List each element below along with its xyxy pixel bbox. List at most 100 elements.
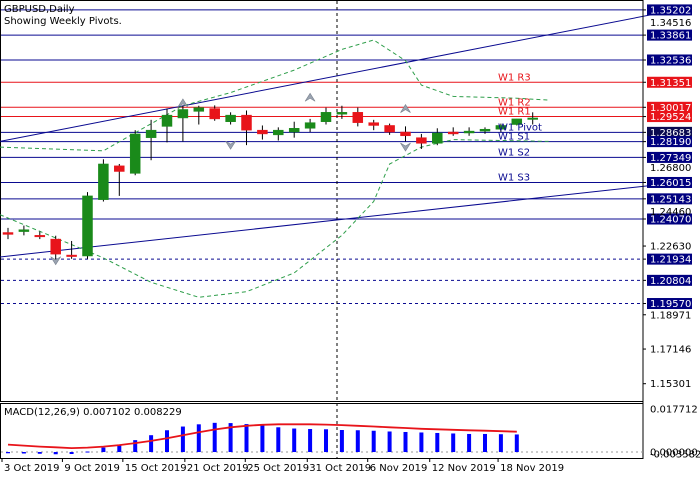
macd-bar <box>435 432 440 453</box>
y-tick-label: 1.27349 <box>650 153 691 164</box>
chart-subtitle: Showing Weekly Pivots. <box>4 16 122 27</box>
candle <box>98 159 109 202</box>
price-tag <box>647 193 692 205</box>
candle <box>527 112 538 125</box>
candle-body <box>527 117 538 120</box>
candle <box>463 127 475 136</box>
candle <box>447 127 459 136</box>
fractal-down-icon <box>400 142 411 152</box>
candle <box>495 123 507 133</box>
y-tick-label: 1.15301 <box>650 379 691 390</box>
price-tag <box>647 101 692 113</box>
main-plot-frame <box>0 0 644 402</box>
y-tick-label: 1.22630 <box>650 242 691 253</box>
candle <box>193 105 205 125</box>
candle-body <box>225 114 236 122</box>
y-tick-label: 1.28190 <box>650 137 691 148</box>
y-tick-label: 1.31351 <box>650 78 691 89</box>
candle-body <box>161 114 173 127</box>
macd-plot-frame <box>0 403 644 459</box>
macd-bar <box>260 425 265 453</box>
macd-bar <box>276 427 281 453</box>
macd-bar <box>133 440 138 453</box>
price-tag <box>647 29 692 41</box>
candle-body <box>495 125 507 130</box>
candle <box>320 107 332 125</box>
pivot-label: W1 R1 <box>498 107 531 118</box>
y-tick-label: 1.30017 <box>650 103 691 114</box>
candle-body <box>66 254 77 257</box>
macd-bar <box>196 424 201 453</box>
y-tick-label: 1.29524 <box>650 112 691 123</box>
y-tick-label-extra: 1.34516 <box>650 18 691 29</box>
candle-body <box>114 165 125 172</box>
price-tag <box>647 298 692 310</box>
macd-bar <box>85 451 90 453</box>
pivot-label: W1 S3 <box>498 172 530 183</box>
macd-bar <box>21 452 26 454</box>
macd-y-tick-label: 0.000000 <box>650 448 698 459</box>
price-tag <box>647 111 692 123</box>
macd-bar <box>292 428 297 453</box>
y-tick-label: 1.33861 <box>650 31 691 42</box>
macd-bar <box>483 433 487 453</box>
candle-body <box>241 114 252 131</box>
y-tick-label: 1.18971 <box>650 310 691 321</box>
candle-body <box>273 129 284 136</box>
price-tag <box>647 151 692 163</box>
candle <box>352 107 364 127</box>
fractal-up-icon <box>400 103 411 113</box>
candle-body <box>193 107 205 112</box>
candle <box>18 225 30 236</box>
macd-bar <box>117 444 122 453</box>
fractal-up-icon <box>304 92 316 102</box>
macd-bar <box>308 429 313 453</box>
candle-body <box>511 118 523 125</box>
macd-bar <box>355 430 360 453</box>
candle-body <box>129 133 141 174</box>
pivot-label: W1 R3 <box>498 72 531 83</box>
macd-bar <box>339 430 344 453</box>
macd-signal-line <box>7 423 517 450</box>
y-tick-label: 1.26015 <box>650 178 691 189</box>
macd-y-tick-label: -0.003582 <box>650 450 700 461</box>
macd-bar <box>165 430 169 453</box>
macd-bar <box>69 452 74 454</box>
x-tick-label: 18 Nov 2019 <box>500 463 564 474</box>
candle <box>241 110 252 146</box>
macd-bar <box>149 435 154 453</box>
candle-body <box>352 112 364 123</box>
fractal-up-icon <box>177 98 189 108</box>
candle <box>34 231 46 240</box>
candle-body <box>336 112 348 115</box>
candle-body <box>320 112 332 122</box>
envelope-upper-line <box>0 39 549 152</box>
candle <box>432 128 443 146</box>
candle <box>2 227 14 240</box>
candle-body <box>257 129 268 135</box>
macd-y-tick-label: 0.017712 <box>650 405 698 416</box>
price-tag <box>647 213 692 225</box>
candle <box>257 125 268 140</box>
y-tick-label: 1.20804 <box>650 276 691 287</box>
macd-bar <box>228 423 233 453</box>
y-tick-label: 1.35202 <box>650 5 691 16</box>
candle-body <box>463 130 475 134</box>
candle-body <box>145 129 157 138</box>
macd-bar <box>212 422 217 453</box>
candle <box>66 240 77 259</box>
candle-body <box>400 131 411 137</box>
macd-bar <box>244 424 249 453</box>
x-tick-label: 9 Oct 2019 <box>64 463 119 474</box>
candle-body <box>384 125 395 133</box>
price-tag <box>647 76 692 88</box>
candle <box>511 118 523 126</box>
y-tick-label: 1.24070 <box>650 215 691 226</box>
x-tick-label: 21 Oct 2019 <box>187 463 249 474</box>
candle-body <box>50 238 61 255</box>
macd-bar <box>451 433 456 453</box>
candle <box>114 163 125 196</box>
candle-body <box>416 137 427 144</box>
